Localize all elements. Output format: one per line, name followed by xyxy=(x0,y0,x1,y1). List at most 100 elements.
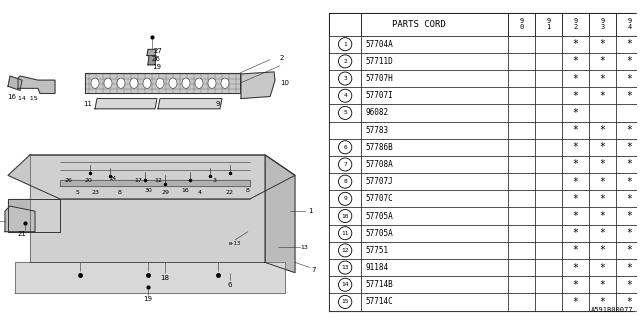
Text: 13: 13 xyxy=(341,265,349,270)
Text: 8: 8 xyxy=(246,188,250,193)
Bar xyxy=(508,70,535,87)
Text: 1: 1 xyxy=(308,208,312,214)
Bar xyxy=(562,156,589,173)
Text: 7: 7 xyxy=(312,267,316,273)
Bar xyxy=(616,104,640,122)
Text: *: * xyxy=(600,177,605,187)
Text: *: * xyxy=(573,125,579,135)
Ellipse shape xyxy=(117,78,125,88)
Bar xyxy=(535,293,562,310)
Bar xyxy=(562,190,589,207)
Circle shape xyxy=(339,295,352,308)
Bar xyxy=(361,190,508,207)
Text: 9
4: 9 4 xyxy=(627,18,632,30)
Bar xyxy=(361,225,508,242)
Text: *: * xyxy=(600,263,605,273)
Text: 26: 26 xyxy=(152,56,161,62)
Text: 1: 1 xyxy=(343,42,347,47)
Bar xyxy=(361,122,508,139)
Ellipse shape xyxy=(156,78,164,88)
Text: *: * xyxy=(600,228,605,238)
Bar xyxy=(535,156,562,173)
Bar xyxy=(562,259,589,276)
Bar xyxy=(562,225,589,242)
Text: 29: 29 xyxy=(161,190,169,195)
Text: 57705A: 57705A xyxy=(365,212,394,220)
Bar xyxy=(508,190,535,207)
Bar xyxy=(535,242,562,259)
Text: 57783: 57783 xyxy=(365,125,388,135)
Text: *: * xyxy=(573,39,579,49)
Text: 8: 8 xyxy=(118,190,122,195)
Bar xyxy=(508,242,535,259)
Polygon shape xyxy=(241,72,275,99)
Text: 30: 30 xyxy=(144,188,152,193)
Bar xyxy=(589,12,616,36)
Text: 10: 10 xyxy=(341,213,349,219)
Text: 57707I: 57707I xyxy=(365,91,394,100)
Bar xyxy=(361,276,508,293)
Polygon shape xyxy=(95,99,157,109)
Circle shape xyxy=(339,175,352,188)
Bar xyxy=(562,53,589,70)
Bar xyxy=(562,36,589,53)
Text: *: * xyxy=(627,91,632,101)
Bar xyxy=(562,207,589,225)
Bar xyxy=(589,156,616,173)
Text: 9
3: 9 3 xyxy=(600,18,605,30)
Text: *: * xyxy=(600,297,605,307)
Text: 57714B: 57714B xyxy=(365,280,394,289)
Bar xyxy=(535,139,562,156)
Bar xyxy=(330,122,361,139)
Circle shape xyxy=(339,38,352,51)
Circle shape xyxy=(339,72,352,85)
Text: 26: 26 xyxy=(64,178,72,183)
Bar xyxy=(589,225,616,242)
Circle shape xyxy=(339,89,352,102)
Bar xyxy=(616,36,640,53)
Bar xyxy=(562,12,589,36)
Text: 21: 21 xyxy=(17,231,26,237)
Text: 12: 12 xyxy=(154,178,162,183)
Polygon shape xyxy=(60,180,250,186)
Bar xyxy=(562,293,589,310)
Ellipse shape xyxy=(208,78,216,88)
Bar xyxy=(589,70,616,87)
Text: 22: 22 xyxy=(226,190,234,195)
Bar xyxy=(508,36,535,53)
Ellipse shape xyxy=(182,78,190,88)
Bar xyxy=(589,122,616,139)
Ellipse shape xyxy=(104,78,112,88)
Bar xyxy=(330,87,361,104)
Text: *: * xyxy=(600,125,605,135)
Bar xyxy=(361,139,508,156)
Text: *: * xyxy=(573,177,579,187)
Text: 6: 6 xyxy=(343,145,347,150)
Polygon shape xyxy=(5,206,35,232)
Text: *: * xyxy=(573,142,579,152)
Circle shape xyxy=(339,261,352,274)
Bar xyxy=(616,87,640,104)
Bar xyxy=(330,207,361,225)
Ellipse shape xyxy=(143,78,151,88)
Text: *: * xyxy=(627,245,632,255)
Polygon shape xyxy=(18,76,55,93)
Bar xyxy=(508,293,535,310)
Text: 12: 12 xyxy=(341,248,349,253)
Bar xyxy=(589,173,616,190)
Bar xyxy=(330,12,361,36)
Bar xyxy=(330,104,361,122)
Text: 4: 4 xyxy=(198,190,202,195)
Bar xyxy=(589,207,616,225)
Text: 20: 20 xyxy=(84,178,92,183)
Bar xyxy=(535,12,562,36)
Text: 57704A: 57704A xyxy=(365,40,394,49)
Text: 57751: 57751 xyxy=(365,246,388,255)
Bar xyxy=(508,104,535,122)
Text: *: * xyxy=(627,142,632,152)
Text: *: * xyxy=(573,245,579,255)
Bar xyxy=(616,12,640,36)
Text: 57711D: 57711D xyxy=(365,57,394,66)
Polygon shape xyxy=(265,155,295,273)
Text: *: * xyxy=(600,91,605,101)
